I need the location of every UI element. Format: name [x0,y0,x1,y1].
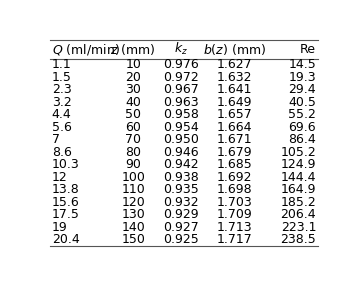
Text: 1.641: 1.641 [217,83,252,96]
Text: 30: 30 [125,83,141,96]
Text: 223.1: 223.1 [281,221,316,234]
Text: 0.942: 0.942 [163,158,199,171]
Text: 3.2: 3.2 [52,96,71,109]
Text: 0.972: 0.972 [163,71,199,84]
Text: 5.6: 5.6 [52,121,72,134]
Text: 14.5: 14.5 [288,58,316,71]
Text: 0.935: 0.935 [163,183,199,196]
Text: 1.627: 1.627 [217,58,252,71]
Text: 1.657: 1.657 [217,108,253,121]
Text: 1.5: 1.5 [52,71,72,84]
Text: 0.958: 0.958 [163,108,199,121]
Text: 0.925: 0.925 [163,233,199,246]
Text: 40.5: 40.5 [288,96,316,109]
Text: 19: 19 [52,221,67,234]
Text: 69.6: 69.6 [289,121,316,134]
Text: 4.4: 4.4 [52,108,71,121]
Text: 90: 90 [125,158,141,171]
Text: 0.927: 0.927 [163,221,199,234]
Text: 1.1: 1.1 [52,58,71,71]
Text: 0.932: 0.932 [163,196,199,209]
Text: 206.4: 206.4 [280,208,316,221]
Text: 144.4: 144.4 [281,171,316,184]
Text: 1.679: 1.679 [217,146,252,159]
Text: 105.2: 105.2 [280,146,316,159]
Text: $k_z$: $k_z$ [174,41,188,57]
Text: 0.946: 0.946 [163,146,199,159]
Text: 29.4: 29.4 [289,83,316,96]
Text: 1.692: 1.692 [217,171,252,184]
Text: 0.976: 0.976 [163,58,199,71]
Text: 130: 130 [121,208,145,221]
Text: $z$ (mm): $z$ (mm) [111,42,156,57]
Text: 1.671: 1.671 [217,133,252,146]
Text: 60: 60 [125,121,141,134]
Text: $Q$ (ml/min): $Q$ (ml/min) [52,42,120,57]
Text: 110: 110 [121,183,145,196]
Text: 7: 7 [52,133,60,146]
Text: 120: 120 [121,196,145,209]
Text: 20: 20 [125,71,141,84]
Text: 164.9: 164.9 [281,183,316,196]
Text: 0.929: 0.929 [163,208,199,221]
Text: $b(z)$ (mm): $b(z)$ (mm) [203,42,266,57]
Text: 1.632: 1.632 [217,71,252,84]
Text: 10.3: 10.3 [52,158,80,171]
Text: 19.3: 19.3 [289,71,316,84]
Text: 1.664: 1.664 [217,121,252,134]
Text: 50: 50 [125,108,141,121]
Text: 0.954: 0.954 [163,121,199,134]
Text: 0.938: 0.938 [163,171,199,184]
Text: 2.3: 2.3 [52,83,71,96]
Text: 185.2: 185.2 [280,196,316,209]
Text: 20.4: 20.4 [52,233,80,246]
Text: 1.709: 1.709 [217,208,253,221]
Text: 1.698: 1.698 [217,183,252,196]
Text: 124.9: 124.9 [281,158,316,171]
Text: 150: 150 [121,233,145,246]
Text: 10: 10 [125,58,141,71]
Text: 1.649: 1.649 [217,96,252,109]
Text: 100: 100 [121,171,145,184]
Text: 12: 12 [52,171,67,184]
Text: 15.6: 15.6 [52,196,80,209]
Text: 13.8: 13.8 [52,183,80,196]
Text: 0.963: 0.963 [163,96,199,109]
Text: 8.6: 8.6 [52,146,72,159]
Text: 17.5: 17.5 [52,208,80,221]
Text: 0.950: 0.950 [163,133,199,146]
Text: 1.703: 1.703 [217,196,253,209]
Text: Re: Re [300,43,316,56]
Text: 40: 40 [125,96,141,109]
Text: 238.5: 238.5 [280,233,316,246]
Text: 1.713: 1.713 [217,221,252,234]
Text: 70: 70 [125,133,141,146]
Text: 55.2: 55.2 [288,108,316,121]
Text: 0.967: 0.967 [163,83,199,96]
Text: 80: 80 [125,146,141,159]
Text: 86.4: 86.4 [288,133,316,146]
Text: 1.685: 1.685 [217,158,253,171]
Text: 1.717: 1.717 [217,233,253,246]
Text: 140: 140 [121,221,145,234]
